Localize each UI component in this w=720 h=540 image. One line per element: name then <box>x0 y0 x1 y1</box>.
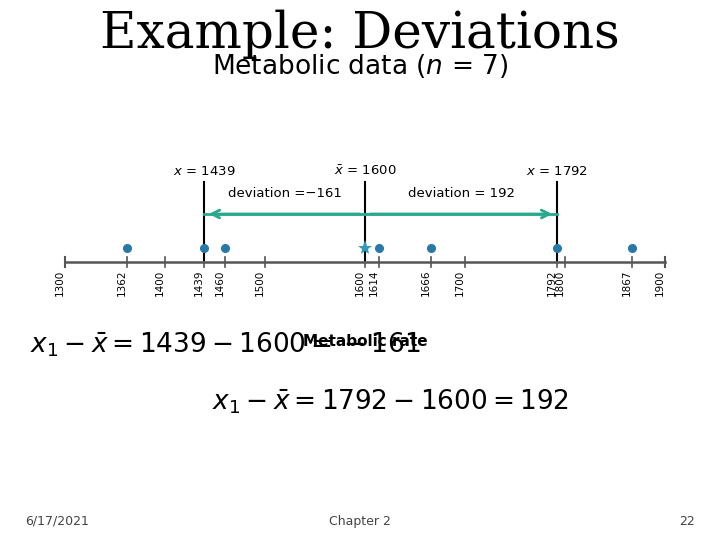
Text: $x$ = 1792: $x$ = 1792 <box>526 165 588 178</box>
Text: $\bar{x}$ = 1600: $\bar{x}$ = 1600 <box>334 164 396 178</box>
Text: 1800: 1800 <box>555 270 565 296</box>
Text: 1900: 1900 <box>655 270 665 296</box>
Text: Chapter 2: Chapter 2 <box>329 515 391 528</box>
Text: 1792: 1792 <box>547 270 557 296</box>
Text: 1614: 1614 <box>369 270 379 296</box>
Text: $x_1 - \bar{x} = 1439 - 1600 = -161$: $x_1 - \bar{x} = 1439 - 1600 = -161$ <box>30 330 420 360</box>
Text: 22: 22 <box>679 515 695 528</box>
Text: 1500: 1500 <box>255 270 265 296</box>
Text: Metabolic rate: Metabolic rate <box>302 334 427 349</box>
Text: 1460: 1460 <box>215 270 225 296</box>
Text: deviation =−161: deviation =−161 <box>228 187 341 200</box>
Text: 1400: 1400 <box>155 270 165 296</box>
Text: $x$ = 1439: $x$ = 1439 <box>173 165 235 178</box>
Text: 1600: 1600 <box>355 270 365 296</box>
Text: Example: Deviations: Example: Deviations <box>100 10 620 59</box>
Text: 1700: 1700 <box>455 270 465 296</box>
Text: Metabolic data ($n$ = 7): Metabolic data ($n$ = 7) <box>212 52 508 80</box>
Text: 1362: 1362 <box>117 270 127 296</box>
Text: deviation = 192: deviation = 192 <box>408 187 515 200</box>
Text: 1300: 1300 <box>55 270 65 296</box>
Text: 1439: 1439 <box>194 270 204 296</box>
Text: 1666: 1666 <box>421 270 431 296</box>
Text: 6/17/2021: 6/17/2021 <box>25 515 89 528</box>
Text: 1867: 1867 <box>622 270 632 296</box>
Text: $x_1 - \bar{x} = 1792 - 1600 = 192$: $x_1 - \bar{x} = 1792 - 1600 = 192$ <box>212 388 568 416</box>
